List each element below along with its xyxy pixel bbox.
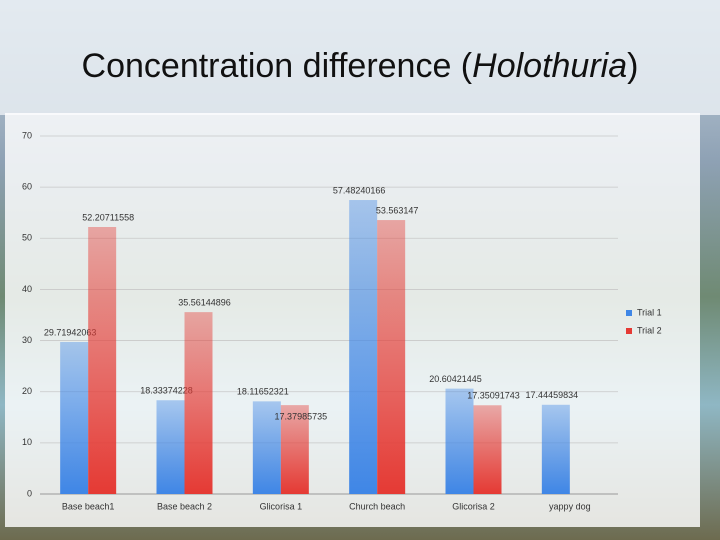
slide-title: Concentration difference (Holothuria) bbox=[82, 47, 639, 85]
title-band bbox=[0, 0, 720, 115]
bar bbox=[541, 404, 570, 494]
legend-label: Trial 1 bbox=[637, 307, 662, 317]
bar bbox=[280, 405, 309, 494]
value-label: 17.35091743 bbox=[467, 391, 520, 401]
bar bbox=[156, 400, 185, 494]
title-text: ) bbox=[627, 47, 638, 85]
value-label: 53.563147 bbox=[376, 205, 419, 215]
title-text: Concentration difference ( bbox=[82, 47, 473, 85]
value-label: 20.60421445 bbox=[429, 374, 482, 384]
legend-swatch bbox=[626, 310, 632, 316]
value-label: 18.11652321 bbox=[237, 387, 289, 397]
value-label: 29.71942063 bbox=[44, 327, 97, 337]
bar bbox=[445, 388, 474, 494]
value-label: 35.56144896 bbox=[178, 298, 231, 308]
y-tick-label: 0 bbox=[27, 488, 32, 498]
bar bbox=[60, 342, 89, 494]
y-tick-label: 20 bbox=[22, 386, 32, 396]
bar bbox=[88, 226, 117, 494]
bar bbox=[377, 220, 406, 495]
y-tick-label: 10 bbox=[22, 437, 32, 447]
bar bbox=[184, 312, 213, 494]
bar bbox=[349, 200, 378, 495]
x-tick-label: Church beach bbox=[349, 501, 405, 511]
legend-swatch bbox=[626, 328, 632, 334]
x-tick-label: Glicorisa 2 bbox=[452, 501, 495, 511]
value-label: 17.37985735 bbox=[275, 411, 328, 421]
x-tick-label: Base beach 2 bbox=[157, 501, 212, 511]
value-label: 52.20711558 bbox=[82, 212, 134, 222]
y-tick-label: 30 bbox=[22, 335, 32, 345]
bar bbox=[252, 401, 281, 494]
x-tick-label: yappy dog bbox=[549, 501, 591, 511]
y-tick-label: 70 bbox=[22, 130, 32, 140]
value-label: 57.48240166 bbox=[333, 185, 386, 195]
y-tick-label: 60 bbox=[22, 182, 32, 192]
y-tick-label: 40 bbox=[22, 284, 32, 294]
chart: 0 10 20 30 40 50 60 70 Base beach1 29.71942063 52.… bbox=[22, 130, 662, 511]
legend-label: Trial 2 bbox=[637, 325, 662, 335]
title-italic: Holothuria bbox=[472, 47, 627, 85]
y-tick-label: 50 bbox=[22, 233, 32, 243]
x-tick-label: Base beach1 bbox=[62, 501, 115, 511]
bar bbox=[473, 405, 502, 494]
value-label: 17.44459834 bbox=[526, 390, 579, 400]
x-tick-label: Glicorisa 1 bbox=[260, 501, 303, 511]
value-label: 18.33374228 bbox=[140, 386, 193, 396]
